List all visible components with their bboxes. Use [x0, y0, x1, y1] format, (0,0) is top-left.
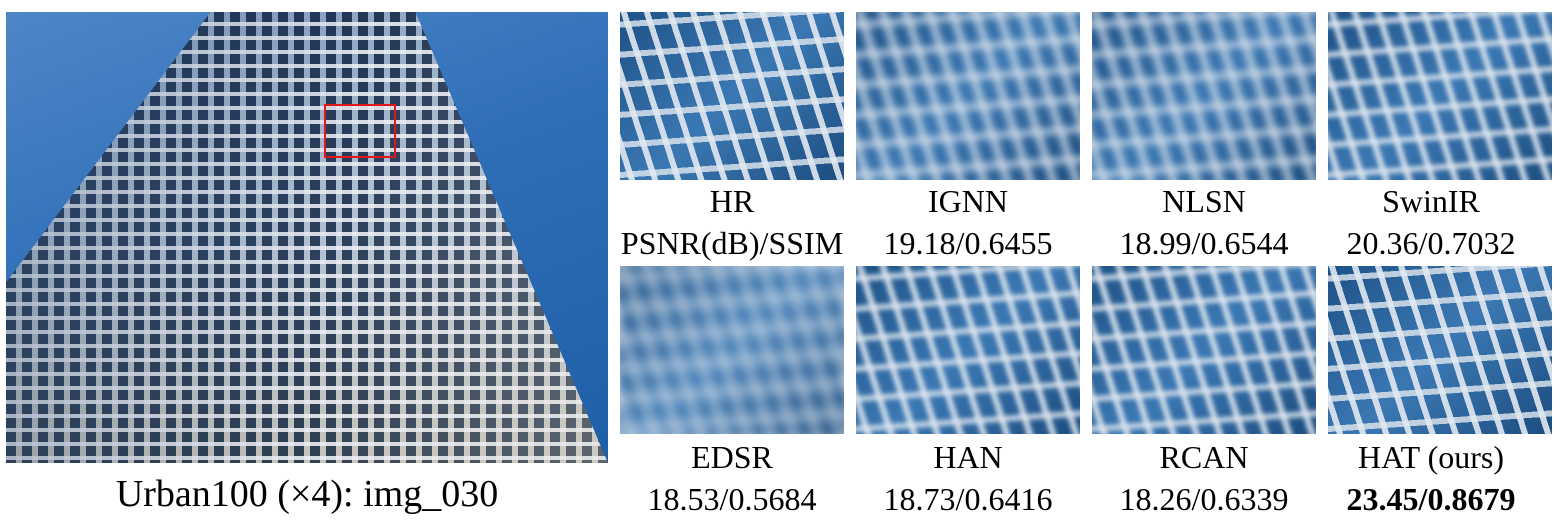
- image-caption: Urban100 (×4): img_030: [115, 473, 499, 515]
- patch-hr: [620, 12, 844, 180]
- method-label: HAT (ours): [1357, 439, 1505, 475]
- metric-label: 19.18/0.6455: [883, 225, 1053, 261]
- patch-ignn: [856, 12, 1080, 180]
- main-building-photo: [6, 12, 608, 463]
- method-label: HR: [709, 183, 755, 219]
- method-label: EDSR: [691, 439, 773, 475]
- method-label: HAN: [933, 439, 1003, 475]
- metric-label: 18.73/0.6416: [883, 481, 1053, 517]
- metric-label: 18.53/0.5684: [647, 481, 817, 517]
- patch-hat: [1328, 266, 1552, 434]
- patch-swinir: [1328, 12, 1552, 180]
- method-label: RCAN: [1159, 439, 1249, 475]
- metric-label: 20.36/0.7032: [1346, 225, 1516, 261]
- metric-label-best: 23.45/0.8679: [1346, 481, 1516, 517]
- metric-label: 18.99/0.6544: [1119, 225, 1289, 261]
- method-label: SwinIR: [1382, 183, 1480, 219]
- patch-han: [856, 266, 1080, 434]
- metric-label: 18.26/0.6339: [1119, 481, 1289, 517]
- roi-highlight-box: [324, 104, 396, 158]
- patch-nlsn: [1092, 12, 1316, 180]
- patch-rcan: [1092, 266, 1316, 434]
- metric-label: PSNR(dB)/SSIM: [620, 225, 844, 261]
- method-label: NLSN: [1162, 183, 1246, 219]
- patch-edsr: [620, 266, 844, 434]
- method-label: IGNN: [928, 183, 1008, 219]
